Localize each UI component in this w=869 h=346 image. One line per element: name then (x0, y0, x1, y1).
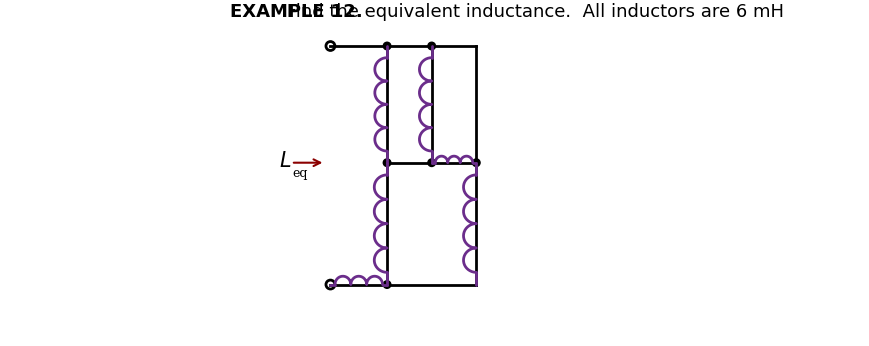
Text: Find the equivalent inductance.  All inductors are 6 mH: Find the equivalent inductance. All indu… (281, 3, 783, 21)
Circle shape (383, 42, 390, 50)
Text: eq: eq (292, 166, 307, 180)
Circle shape (428, 159, 435, 166)
Text: EXAMPLE 12.: EXAMPLE 12. (229, 3, 362, 21)
Text: $L$: $L$ (279, 151, 291, 171)
Circle shape (472, 159, 480, 166)
Circle shape (383, 159, 390, 166)
Circle shape (383, 281, 390, 288)
Circle shape (428, 42, 435, 50)
